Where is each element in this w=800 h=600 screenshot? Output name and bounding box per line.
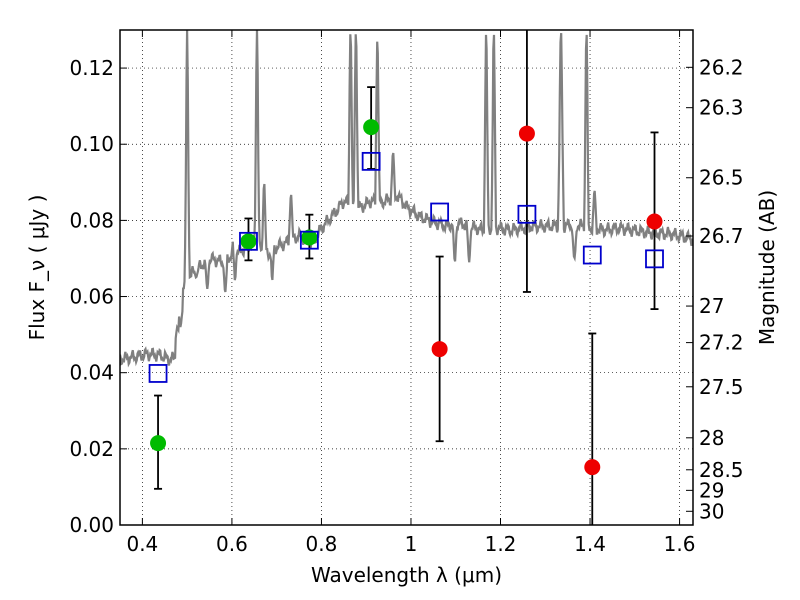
- photometry-point: [150, 435, 167, 452]
- right-tick-label: 27: [699, 294, 724, 318]
- right-tick-label: 28: [699, 426, 724, 450]
- photometry-point: [518, 125, 535, 142]
- right-tick-label: 30: [699, 499, 724, 523]
- spectrum-line: [120, 30, 693, 368]
- y-axis-label: Flux F_ν ( μJy ): [25, 195, 49, 341]
- right-tick-label: 26.2: [699, 55, 744, 79]
- photometry-point: [584, 459, 601, 476]
- photometry-point: [431, 341, 448, 358]
- x-tick-label: 1: [405, 532, 418, 556]
- data-points: [148, 119, 664, 476]
- y-tick-label: 0.00: [69, 513, 114, 537]
- x-tick-label: 1.2: [485, 532, 517, 556]
- spectrum-layer: [120, 30, 693, 368]
- y-tick-label: 0.04: [69, 361, 114, 385]
- y-tick-label: 0.12: [69, 56, 114, 80]
- x-tick-label: 0.6: [216, 532, 248, 556]
- x-tick-label: 1.4: [574, 532, 606, 556]
- model-square: [299, 230, 319, 250]
- right-tick-label: 27.2: [699, 331, 744, 355]
- y-axis-ticks: 0.00 0.02 0.04 0.06 0.08 0.10 0.12: [69, 56, 127, 537]
- model-square: [645, 249, 664, 269]
- right-tick-label: 26.7: [699, 224, 744, 248]
- plot-frame: [119, 29, 694, 526]
- model-square: [582, 245, 602, 265]
- x-tick-label: 0.4: [126, 532, 158, 556]
- y-tick-label: 0.08: [69, 208, 114, 232]
- model-square: [361, 151, 381, 171]
- photometry-point: [240, 233, 257, 250]
- right-tick-label: 27.5: [699, 375, 744, 399]
- model-square: [517, 204, 537, 224]
- right-tick-label: 28.5: [699, 458, 744, 482]
- photometry-point: [363, 119, 380, 136]
- right-tick-label: 29: [699, 478, 724, 502]
- photometry-point: [301, 229, 318, 246]
- model-square: [148, 364, 168, 383]
- model-square: [239, 231, 258, 251]
- right-axis-label: Magnitude (AB): [755, 190, 779, 345]
- x-tick-label: 0.8: [306, 532, 338, 556]
- grid-lines: [120, 30, 693, 526]
- photometry-point: [646, 213, 663, 230]
- x-axis-label: Wavelength λ (μm): [311, 563, 502, 587]
- x-axis-ticks: 0.4 0.6 0.8 1 1.2 1.4 1.6: [126, 30, 695, 556]
- y-tick-label: 0.06: [69, 285, 114, 309]
- error-bars: [154, 30, 659, 525]
- y-tick-label: 0.10: [69, 132, 114, 156]
- y-tick-label: 0.02: [69, 437, 114, 461]
- x-tick-label: 1.6: [664, 532, 696, 556]
- model-square: [430, 202, 450, 222]
- right-tick-label: 26.5: [699, 166, 744, 190]
- right-tick-label: 26.3: [699, 96, 744, 120]
